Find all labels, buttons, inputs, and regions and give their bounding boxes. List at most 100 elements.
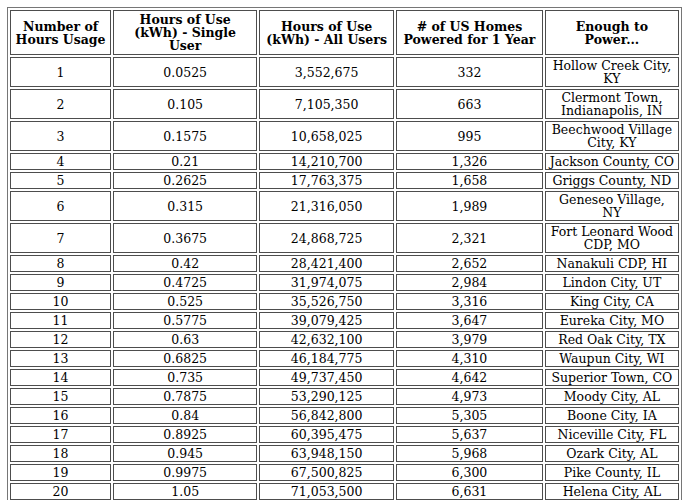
table-cell: 6,631 xyxy=(396,483,543,500)
table-row: 130.682546,184,7754,310Waupun City, WI xyxy=(10,350,679,367)
table-cell: 63,948,150 xyxy=(259,445,394,462)
table-cell: 3,979 xyxy=(396,331,543,348)
table-cell: Boone City, IA xyxy=(545,407,679,424)
table-cell: 11 xyxy=(10,312,111,329)
table-cell: 5,637 xyxy=(396,426,543,443)
table-row: 80.4228,421,4002,652Nanakuli CDP, HI xyxy=(10,255,679,272)
table-cell: 2 xyxy=(10,89,111,119)
table-cell: 7 xyxy=(10,223,111,253)
table-row: 20.1057,105,350663Clermont Town, Indiana… xyxy=(10,89,679,119)
table-cell: 995 xyxy=(396,121,543,151)
table-cell: 5,305 xyxy=(396,407,543,424)
energy-usage-table: Number of Hours UsageHours of Use (kWh) … xyxy=(7,7,682,500)
table-cell: 19 xyxy=(10,464,111,481)
table-cell: Lindon City, UT xyxy=(545,274,679,291)
table-row: 90.472531,974,0752,984Lindon City, UT xyxy=(10,274,679,291)
table-cell: 1 xyxy=(10,57,111,87)
table-row: 40.2114,210,7001,326Jackson County, CO xyxy=(10,153,679,170)
table-cell: 0.105 xyxy=(113,89,257,119)
table-cell: 3 xyxy=(10,121,111,151)
table-cell: 0.7875 xyxy=(113,388,257,405)
table-cell: 6 xyxy=(10,191,111,221)
table-cell: 0.8925 xyxy=(113,426,257,443)
table-row: 100.52535,526,7503,316King City, CA xyxy=(10,293,679,310)
table-cell: Geneseo Village, NY xyxy=(545,191,679,221)
table-cell: 2,652 xyxy=(396,255,543,272)
column-header: Enough to Power... xyxy=(545,10,679,55)
table-cell: 2,321 xyxy=(396,223,543,253)
table-cell: 35,526,750 xyxy=(259,293,394,310)
table-cell: 14,210,700 xyxy=(259,153,394,170)
table-cell: 0.2625 xyxy=(113,172,257,189)
table-cell: 8 xyxy=(10,255,111,272)
table-cell: 31,974,075 xyxy=(259,274,394,291)
table-cell: 3,552,675 xyxy=(259,57,394,87)
table-cell: Griggs County, ND xyxy=(545,172,679,189)
table-cell: 5,968 xyxy=(396,445,543,462)
table-cell: Waupun City, WI xyxy=(545,350,679,367)
column-header: Hours of Use (kWh) - Single User xyxy=(113,10,257,55)
table-cell: Niceville City, FL xyxy=(545,426,679,443)
table-cell: 663 xyxy=(396,89,543,119)
table-cell: King City, CA xyxy=(545,293,679,310)
table-body: 10.05253,552,675332Hollow Creek City, KY… xyxy=(10,57,679,500)
table-row: 50.262517,763,3751,658Griggs County, ND xyxy=(10,172,679,189)
table-cell: 0.735 xyxy=(113,369,257,386)
table-cell: 67,500,825 xyxy=(259,464,394,481)
table-cell: 60,395,475 xyxy=(259,426,394,443)
table-cell: 10 xyxy=(10,293,111,310)
table-cell: 0.84 xyxy=(113,407,257,424)
table-cell: Red Oak City, TX xyxy=(545,331,679,348)
column-header: Number of Hours Usage xyxy=(10,10,111,55)
table-cell: 0.9975 xyxy=(113,464,257,481)
table-cell: 4 xyxy=(10,153,111,170)
table-row: 30.157510,658,025995Beechwood Village Ci… xyxy=(10,121,679,151)
table-cell: 1.05 xyxy=(113,483,257,500)
table-cell: 14 xyxy=(10,369,111,386)
table-cell: 53,290,125 xyxy=(259,388,394,405)
table-cell: 3,316 xyxy=(396,293,543,310)
table-row: 190.997567,500,8256,300Pike County, IL xyxy=(10,464,679,481)
table-cell: 0.6825 xyxy=(113,350,257,367)
table-cell: 0.42 xyxy=(113,255,257,272)
table-cell: 0.0525 xyxy=(113,57,257,87)
table-cell: 0.315 xyxy=(113,191,257,221)
table-row: 120.6342,632,1003,979Red Oak City, TX xyxy=(10,331,679,348)
table-cell: 1,326 xyxy=(396,153,543,170)
table-cell: 0.3675 xyxy=(113,223,257,253)
table-cell: 0.5775 xyxy=(113,312,257,329)
table-row: 170.892560,395,4755,637Niceville City, F… xyxy=(10,426,679,443)
table-cell: 0.21 xyxy=(113,153,257,170)
table-cell: 10,658,025 xyxy=(259,121,394,151)
table-cell: Clermont Town, Indianapolis, IN xyxy=(545,89,679,119)
header-row: Number of Hours UsageHours of Use (kWh) … xyxy=(10,10,679,55)
table-row: 160.8456,842,8005,305Boone City, IA xyxy=(10,407,679,424)
table-row: 70.367524,868,7252,321Fort Leonard Wood … xyxy=(10,223,679,253)
table-cell: 17,763,375 xyxy=(259,172,394,189)
table-cell: 0.1575 xyxy=(113,121,257,151)
table-cell: 0.63 xyxy=(113,331,257,348)
table-cell: 16 xyxy=(10,407,111,424)
column-header: # of US Homes Powered for 1 Year xyxy=(396,10,543,55)
table-row: 60.31521,316,0501,989Geneseo Village, NY xyxy=(10,191,679,221)
table-cell: 39,079,425 xyxy=(259,312,394,329)
table-cell: 56,842,800 xyxy=(259,407,394,424)
table-row: 140.73549,737,4504,642Superior Town, CO xyxy=(10,369,679,386)
table-cell: 28,421,400 xyxy=(259,255,394,272)
table-cell: 46,184,775 xyxy=(259,350,394,367)
table-cell: 7,105,350 xyxy=(259,89,394,119)
table-cell: 9 xyxy=(10,274,111,291)
table-row: 180.94563,948,1505,968Ozark City, AL xyxy=(10,445,679,462)
table-cell: 1,658 xyxy=(396,172,543,189)
table-row: 150.787553,290,1254,973Moody City, AL xyxy=(10,388,679,405)
table-cell: 42,632,100 xyxy=(259,331,394,348)
table-cell: Pike County, IL xyxy=(545,464,679,481)
table-cell: 332 xyxy=(396,57,543,87)
table-cell: 4,310 xyxy=(396,350,543,367)
table-cell: 17 xyxy=(10,426,111,443)
table-cell: 24,868,725 xyxy=(259,223,394,253)
table-cell: Helena City, AL xyxy=(545,483,679,500)
table-cell: 6,300 xyxy=(396,464,543,481)
table-cell: 3,647 xyxy=(396,312,543,329)
table-cell: 18 xyxy=(10,445,111,462)
